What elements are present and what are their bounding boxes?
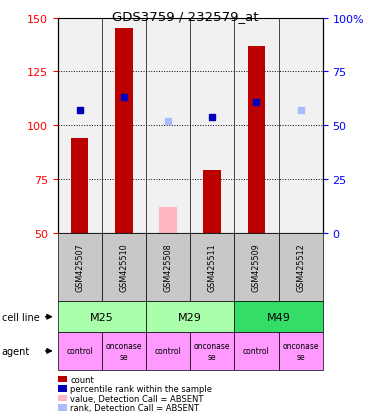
Text: control: control — [243, 347, 270, 356]
Text: onconase
se: onconase se — [282, 342, 319, 361]
Text: M29: M29 — [178, 312, 202, 322]
Text: agent: agent — [2, 346, 30, 356]
Text: GDS3759 / 232579_at: GDS3759 / 232579_at — [112, 10, 259, 23]
Text: GSM425511: GSM425511 — [208, 243, 217, 292]
Text: rank, Detection Call = ABSENT: rank, Detection Call = ABSENT — [70, 403, 200, 412]
Text: cell line: cell line — [2, 312, 40, 322]
Text: M49: M49 — [267, 312, 290, 322]
Bar — [279, 19, 323, 233]
Bar — [234, 19, 279, 233]
Text: GSM425507: GSM425507 — [75, 243, 84, 292]
Bar — [146, 19, 190, 233]
Bar — [58, 19, 102, 233]
Text: GSM425512: GSM425512 — [296, 243, 305, 292]
Bar — [203, 171, 221, 233]
Text: GSM425510: GSM425510 — [119, 243, 128, 292]
Text: onconase
se: onconase se — [106, 342, 142, 361]
Bar — [102, 19, 146, 233]
Text: M25: M25 — [90, 312, 114, 322]
Text: count: count — [70, 375, 94, 384]
Bar — [71, 139, 88, 233]
Text: value, Detection Call = ABSENT: value, Detection Call = ABSENT — [70, 394, 204, 403]
Bar — [190, 19, 234, 233]
Text: GSM425509: GSM425509 — [252, 243, 261, 292]
Text: onconase
se: onconase se — [194, 342, 230, 361]
Bar — [159, 208, 177, 233]
Bar — [115, 29, 133, 233]
Text: GSM425508: GSM425508 — [164, 243, 173, 292]
Text: control: control — [66, 347, 93, 356]
Bar — [247, 47, 265, 233]
Text: percentile rank within the sample: percentile rank within the sample — [70, 384, 213, 393]
Text: control: control — [155, 347, 181, 356]
